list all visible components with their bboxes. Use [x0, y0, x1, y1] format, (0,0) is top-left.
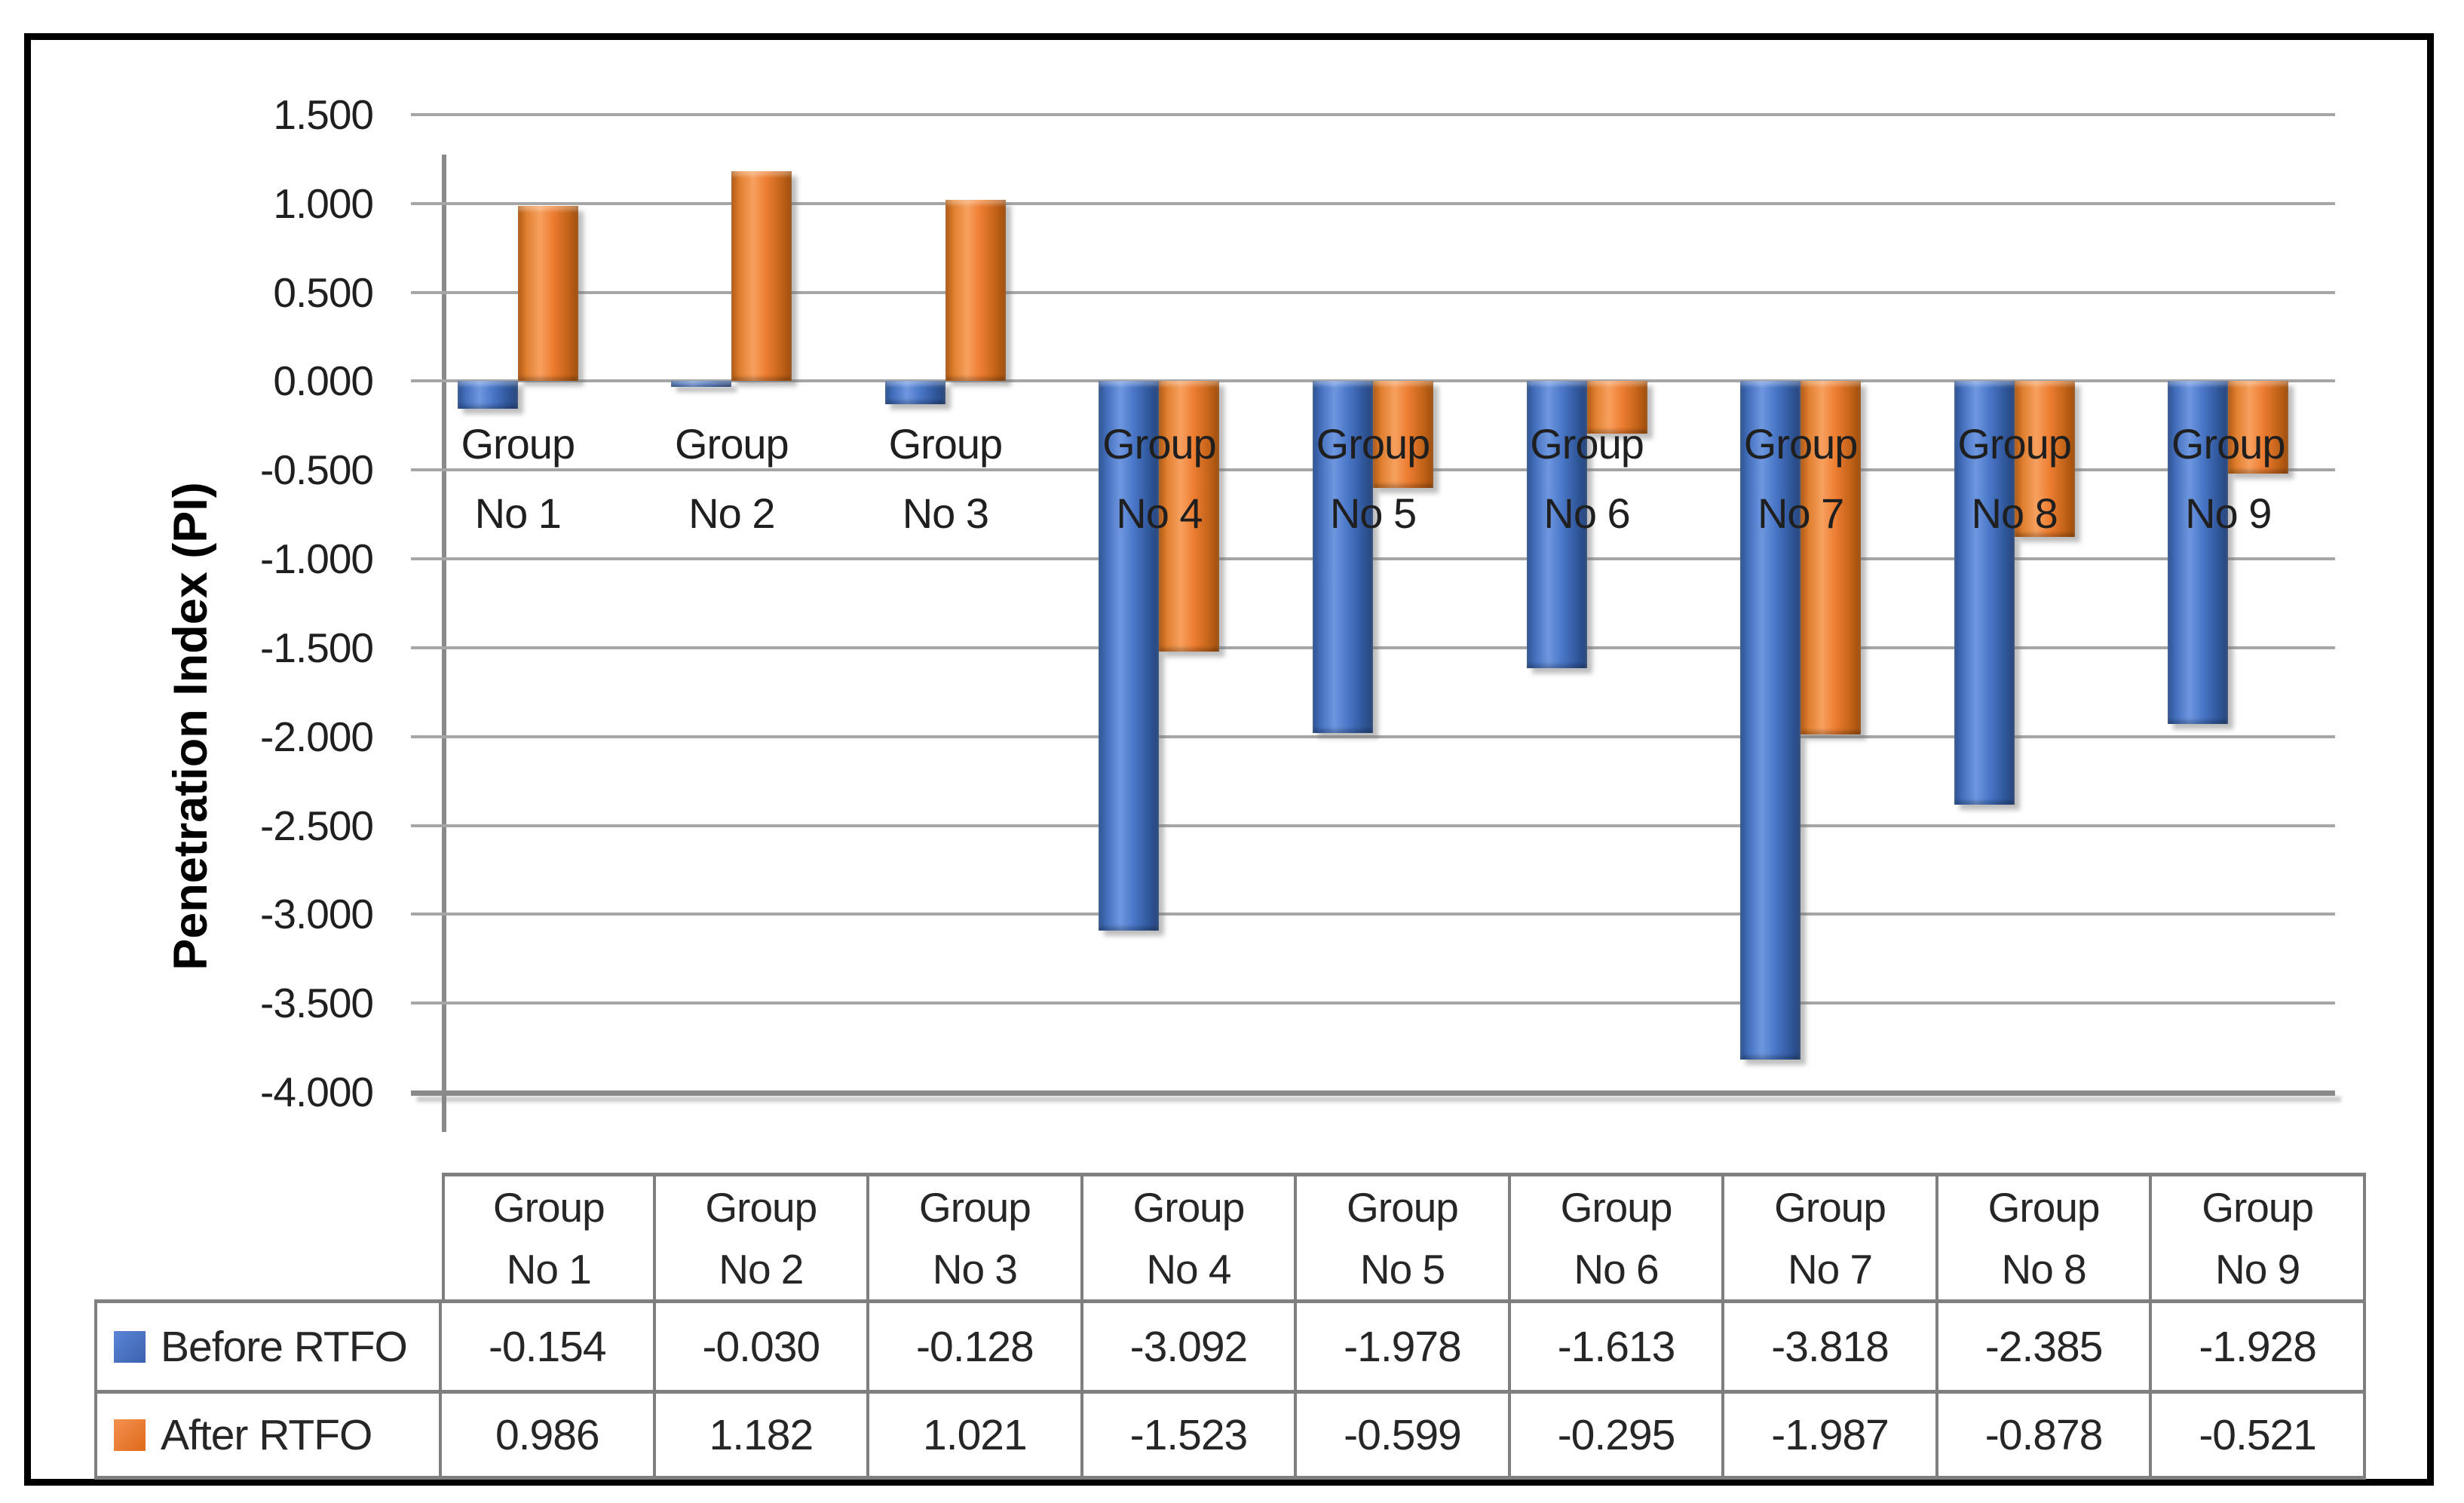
y-tick-label: -1.000 — [260, 535, 374, 583]
gridline — [411, 913, 2335, 916]
series-label-cell: After RTFO — [94, 1390, 442, 1480]
gridline — [411, 646, 2335, 649]
bar-before-rtfo-group-7 — [1740, 381, 1801, 1060]
table-value-cell: -0.154 — [442, 1299, 656, 1390]
outer-border-frame: Penetration Index (PI) Group No 1 Group No … — [24, 33, 2434, 1486]
table-value-cell: 0.986 — [442, 1390, 656, 1480]
bar-after-rtfo-group-5 — [1373, 381, 1433, 488]
bar-before-rtfo-group-5 — [1313, 381, 1373, 733]
y-tick-label: 1.000 — [273, 179, 374, 227]
bar-before-rtfo-group-2 — [671, 381, 732, 387]
category-label: Group No 1 — [461, 420, 575, 538]
category-label: Group No 3 — [888, 420, 1004, 538]
table-header-cell: Group No 2 — [655, 1173, 870, 1299]
category-label: Group No 4 — [1102, 420, 1217, 538]
y-tick-label: -2.000 — [260, 713, 374, 760]
gridline — [411, 113, 2335, 116]
y-tick-label: -3.000 — [260, 891, 374, 938]
table-corner-cell — [94, 1173, 442, 1299]
gridline — [411, 1090, 2335, 1096]
y-tick-label: -0.500 — [260, 446, 374, 494]
bar-after-rtfo-group-9 — [2228, 381, 2289, 474]
y-tick-label: -3.500 — [260, 980, 374, 1027]
data-table: Group No 1 Group No 2 Group No 3 Group No 4 Grou… — [94, 1173, 2366, 1480]
bar-after-rtfo-group-2 — [731, 170, 792, 382]
table-header-cell: Group No 8 — [1938, 1173, 2153, 1299]
y-tick-label: -4.000 — [260, 1069, 374, 1115]
table-value-cell: -3.092 — [1083, 1299, 1298, 1390]
plot-area — [442, 155, 2371, 1132]
bar-after-rtfo-group-3 — [945, 199, 1006, 382]
gridline — [411, 201, 2335, 205]
table-value-cell: -0.521 — [2152, 1390, 2366, 1480]
category-label: Group No 6 — [1530, 420, 1644, 538]
bar-before-rtfo-group-3 — [884, 381, 945, 404]
gridline — [411, 824, 2335, 827]
table-value-cell: -0.599 — [1297, 1390, 1511, 1480]
table-header-cell: Group No 3 — [869, 1173, 1083, 1299]
table-value-cell: -1.987 — [1724, 1390, 1938, 1480]
table-value-cell: -3.818 — [1724, 1299, 1938, 1390]
table-value-cell: -1.978 — [1297, 1299, 1511, 1390]
bar-before-rtfo-group-6 — [1526, 381, 1587, 668]
table-header-cell: Group No 4 — [1083, 1173, 1298, 1299]
bar-before-rtfo-group-9 — [2168, 381, 2229, 724]
series-label-text: After RTFO — [161, 1410, 372, 1459]
table-header-cell: Group No 5 — [1297, 1173, 1511, 1299]
legend-swatch-before-rtfo — [114, 1330, 146, 1363]
bar-after-rtfo-group-7 — [1800, 381, 1862, 735]
bar-after-rtfo-group-1 — [517, 206, 578, 382]
y-tick-label: -2.500 — [260, 802, 374, 849]
gridline — [411, 557, 2335, 561]
table-value-cell: -0.295 — [1510, 1390, 1725, 1480]
table-value-cell: 1.182 — [655, 1390, 870, 1480]
bar-before-rtfo-group-1 — [457, 381, 518, 409]
category-label: Group No 7 — [1743, 420, 1859, 538]
table-value-cell: 1.021 — [869, 1390, 1083, 1480]
category-label: Group No 2 — [675, 420, 789, 538]
y-tick-label: 1.500 — [273, 91, 374, 138]
y-tick-label: 0.500 — [273, 268, 374, 316]
table-value-cell: -0.128 — [869, 1299, 1083, 1390]
category-label: Group No 8 — [1957, 420, 2072, 538]
table-value-cell: -1.613 — [1510, 1299, 1725, 1390]
y-tick-label: -1.500 — [260, 624, 374, 671]
table-header-cell: Group No 1 — [442, 1173, 656, 1299]
table-header-cell: Group No 6 — [1510, 1173, 1725, 1299]
bar-after-rtfo-group-6 — [1586, 381, 1647, 434]
table-header-cell: Group No 9 — [2152, 1173, 2366, 1299]
series-label-text: Before RTFO — [161, 1322, 408, 1371]
bar-before-rtfo-group-4 — [1099, 381, 1160, 931]
gridline — [411, 1001, 2335, 1005]
category-label: Group No 9 — [2171, 420, 2286, 538]
bar-after-rtfo-group-4 — [1159, 381, 1220, 652]
bar-before-rtfo-group-8 — [1954, 381, 2015, 805]
table-value-cell: -1.928 — [2152, 1299, 2366, 1390]
gridline — [411, 735, 2335, 738]
table-value-cell: -2.385 — [1938, 1299, 2153, 1390]
y-tick-label: 0.000 — [273, 357, 374, 405]
legend-swatch-after-rtfo — [114, 1419, 146, 1451]
table-value-cell: -0.878 — [1938, 1390, 2153, 1480]
table-header-cell: Group No 7 — [1724, 1173, 1938, 1299]
category-label: Group No 5 — [1316, 420, 1431, 538]
table-value-cell: -0.030 — [655, 1299, 870, 1390]
bar-after-rtfo-group-8 — [2014, 381, 2075, 538]
series-label-cell: Before RTFO — [94, 1299, 442, 1390]
table-value-cell: -1.523 — [1083, 1390, 1298, 1480]
gridline — [411, 290, 2335, 294]
